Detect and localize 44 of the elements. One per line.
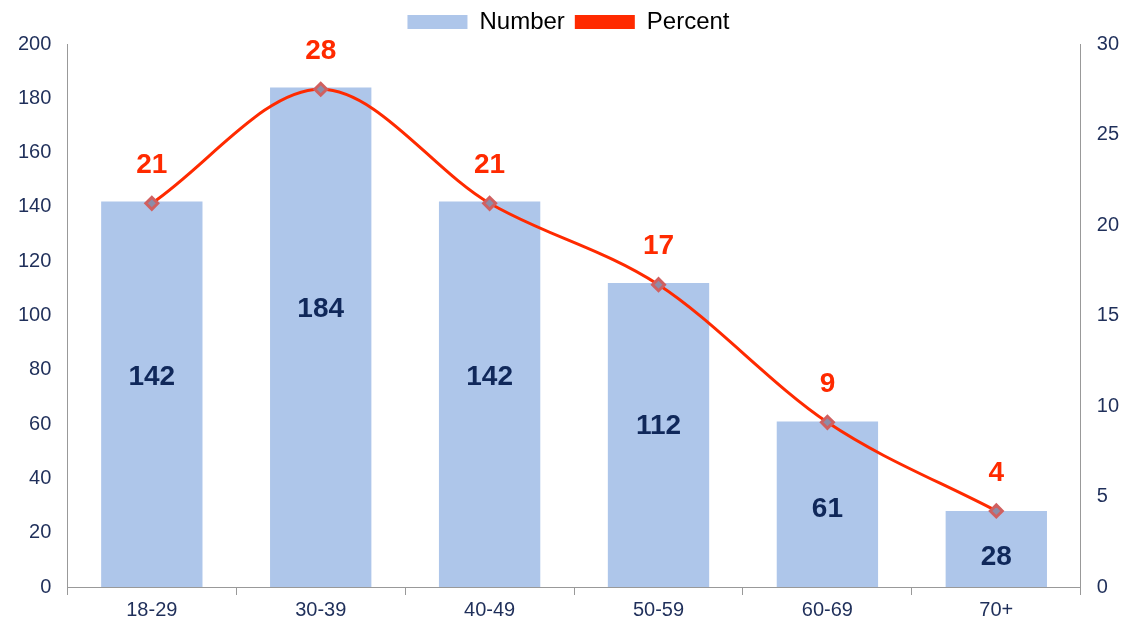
y-tick-label: 120 [17, 248, 52, 271]
bar [607, 282, 710, 587]
x-tick-label: 40-49 [464, 597, 516, 620]
x-tick-label: 18-29 [126, 597, 178, 620]
data-label: 28 [305, 33, 337, 65]
legend-label: Number [479, 6, 565, 34]
y-tick-label: 20 [29, 520, 52, 543]
y2-tick-label: 5 [1096, 484, 1108, 507]
data-label: 4 [988, 455, 1005, 487]
y2-tick-label: 0 [1096, 574, 1108, 597]
x-tick-label: 60-69 [801, 597, 853, 620]
data-label: 142 [128, 360, 176, 392]
y-tick-label: 160 [17, 140, 52, 163]
data-label: 61 [811, 492, 843, 524]
y-tick-label: 180 [17, 85, 52, 108]
y-tick-label: 100 [17, 303, 52, 326]
y-tick-label: 80 [29, 357, 52, 380]
legend-label: Percent [646, 6, 730, 34]
bar [776, 421, 879, 587]
x-tick-label: 50-59 [632, 597, 685, 620]
bar [101, 201, 203, 587]
y2-tick-label: 15 [1096, 303, 1119, 326]
data-label: 142 [466, 360, 513, 392]
y2-tick-label: 20 [1096, 212, 1119, 235]
x-tick-label: 30-39 [295, 597, 347, 620]
y2-tick-label: 25 [1096, 122, 1119, 145]
data-label: 28 [980, 539, 1012, 571]
data-label: 17 [642, 229, 675, 261]
y-tick-label: 0 [40, 574, 52, 597]
bar [270, 87, 372, 587]
y2-tick-label: 10 [1096, 393, 1119, 416]
x-tick-label: 70+ [979, 597, 1014, 620]
y-tick-label: 60 [29, 411, 52, 434]
y-tick-label: 200 [17, 31, 52, 54]
y2-tick-label: 30 [1096, 31, 1119, 54]
y-tick-label: 140 [17, 194, 52, 217]
y-tick-label: 40 [29, 465, 52, 488]
data-label: 21 [136, 148, 168, 179]
data-label: 184 [297, 291, 345, 323]
bar [945, 510, 1047, 587]
data-label: 112 [635, 409, 682, 441]
data-label: 9 [819, 367, 836, 399]
data-label: 21 [474, 148, 506, 179]
bar [438, 201, 541, 587]
